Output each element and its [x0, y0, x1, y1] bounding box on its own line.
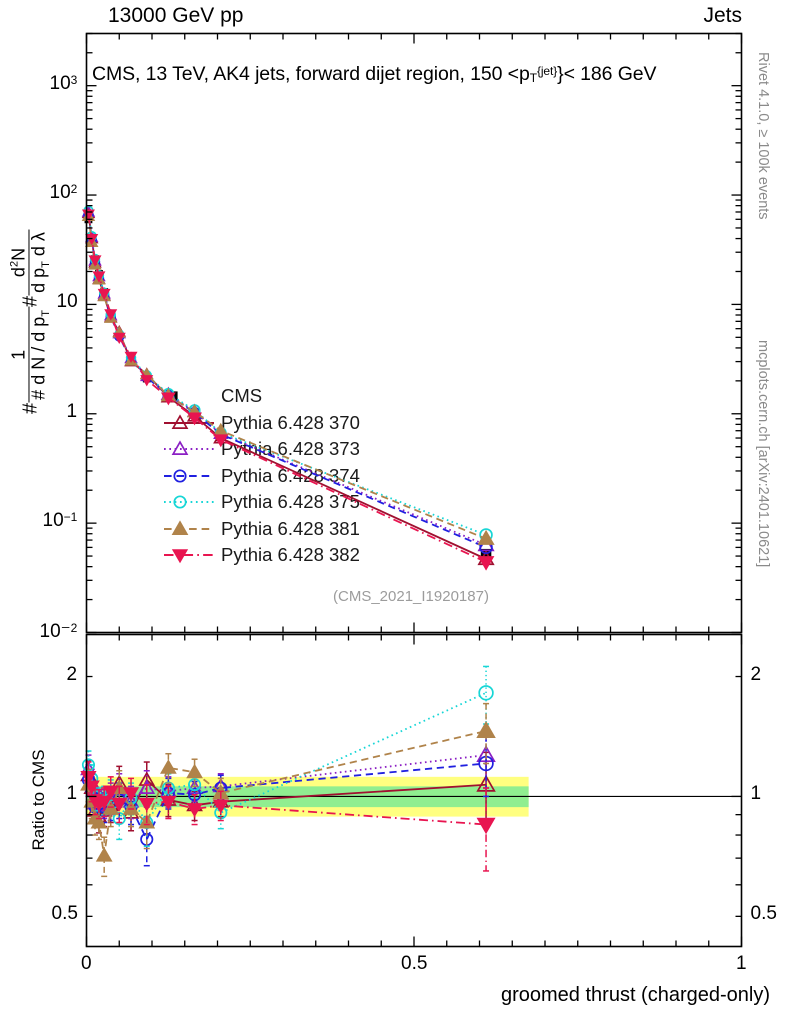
y-tick-label-main: 102: [49, 182, 78, 204]
series-p370: [81, 206, 495, 566]
y-tick-label-main: 10−1: [42, 510, 78, 532]
legend-marker-p381: [163, 516, 215, 542]
legend-label: Pythia 6.428 370: [221, 411, 360, 433]
data-marker: [122, 800, 140, 815]
legend-marker-p375: [163, 489, 215, 515]
data-marker: [124, 351, 138, 364]
data-marker: [95, 847, 113, 862]
legend-marker-p374: [163, 463, 215, 489]
y-tick-label-ratio: 0.5: [51, 903, 78, 925]
x-axis-label: groomed thrust (charged-only): [500, 984, 770, 1006]
legend-label: CMS: [221, 385, 263, 407]
x-tick-label: 0: [81, 952, 92, 974]
data-marker: [186, 763, 203, 779]
data-marker: [160, 392, 176, 406]
data-marker: [88, 255, 102, 267]
legend-item-p382[interactable]: Pythia 6.428 382: [163, 542, 360, 569]
data-marker: [187, 412, 202, 426]
data-marker: [212, 799, 229, 814]
y-tick-label-main: 10: [56, 291, 78, 313]
header-category-label: Jets: [703, 4, 742, 27]
data-marker: [96, 795, 113, 811]
data-marker: [173, 495, 187, 509]
data-marker: [478, 685, 494, 701]
data-marker: [122, 787, 140, 802]
legend-marker-p382: [163, 542, 215, 568]
x-tick-label: 1: [736, 952, 747, 974]
plot-title: CMS, 13 TeV, AK4 jets, forward dijet reg…: [92, 63, 657, 86]
data-marker: [138, 797, 155, 812]
series-cms: [84, 215, 492, 560]
plot-title-prefix: CMS, 13 TeV, AK4 jets, forward dijet reg…: [92, 63, 530, 85]
legend-marker-p373: [163, 436, 215, 462]
data-marker: [160, 795, 177, 811]
y-tick-label-ratio-right: 2: [750, 663, 762, 685]
legend-label: Pythia 6.428 375: [221, 491, 360, 513]
data-marker: [173, 469, 187, 483]
data-marker: [160, 759, 177, 774]
y-tick-label-main: 10⁻2: [39, 620, 78, 642]
main-series-group: [81, 204, 495, 571]
legend-item-p374[interactable]: Pythia 6.428 374: [163, 463, 360, 490]
x-tick-label: 0.5: [401, 952, 428, 974]
legend-label: Pythia 6.428 382: [221, 544, 360, 566]
y-tick-label-ratio: 1: [66, 783, 78, 805]
ratio-series-p382: [80, 761, 496, 872]
plot-title-suffix: }< 186 GeV: [557, 63, 657, 85]
legend: CMS Pythia 6.428 370 Pythia 6.428 373 Pythi…: [163, 383, 360, 569]
data-marker: [171, 440, 189, 456]
legend-item-p381[interactable]: Pythia 6.428 381: [163, 516, 360, 543]
plot-title-sup: {jet}: [536, 64, 558, 78]
series-p382: [81, 209, 495, 571]
header-beam-label: 13000 GeV pp: [108, 4, 244, 27]
data-marker: [477, 529, 495, 545]
data-marker: [477, 556, 495, 571]
data-marker: [186, 803, 203, 818]
legend-item-p375[interactable]: Pythia 6.428 375: [163, 489, 360, 516]
data-marker: [171, 414, 189, 429]
data-marker: [476, 817, 496, 835]
series-line: [87, 213, 487, 563]
data-marker: [111, 797, 128, 812]
plot-title-sub: T: [529, 71, 537, 85]
data-marker: [97, 288, 111, 301]
data-marker: [102, 785, 119, 800]
analysis-id-watermark: (CMS_2021_I1920187): [333, 588, 489, 605]
panel-frame-main: [85, 32, 743, 634]
data-marker: [85, 233, 99, 246]
series-line: [87, 213, 487, 560]
data-marker: [171, 549, 189, 564]
data-marker: [480, 548, 492, 560]
data-marker: [171, 520, 189, 535]
y-tick-label-ratio-right: 0.5: [750, 903, 777, 925]
data-marker: [112, 332, 126, 345]
y-tick-label-main: 1: [66, 400, 78, 422]
data-marker: [102, 800, 120, 815]
data-marker: [104, 309, 118, 321]
legend-label: Pythia 6.428 381: [221, 517, 360, 539]
data-marker: [92, 271, 106, 283]
legend-label: Pythia 6.428 374: [221, 464, 360, 486]
y-tick-label-ratio-right: 1: [750, 783, 762, 805]
data-marker: [476, 720, 496, 738]
data-marker: [138, 779, 156, 794]
ratio-series-group: [80, 665, 496, 878]
data-marker: [140, 375, 154, 387]
y-tick-label-ratio: 2: [66, 663, 78, 685]
y-tick-label-main: 103: [49, 72, 78, 94]
data-marker: [213, 434, 229, 448]
data-marker: [90, 813, 108, 829]
